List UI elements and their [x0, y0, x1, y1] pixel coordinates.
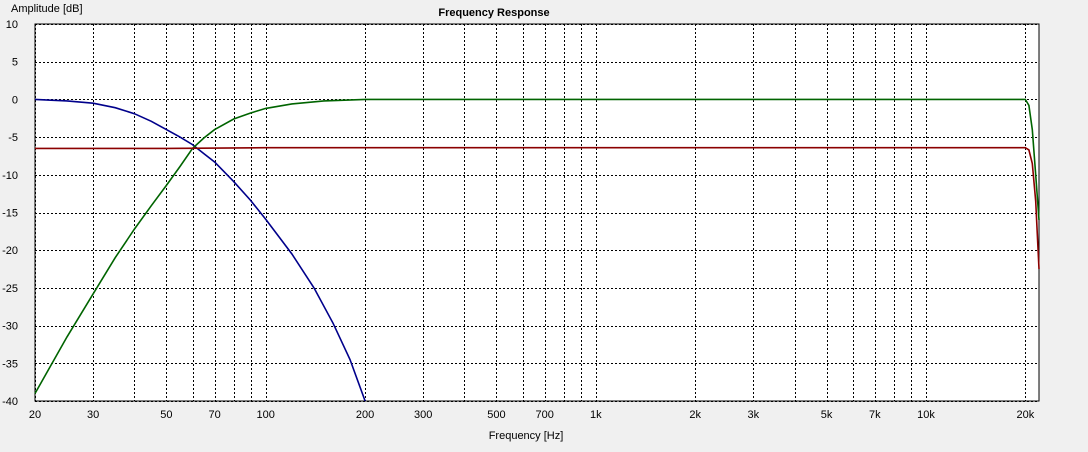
- x-tick-label: 2k: [689, 409, 701, 421]
- plot-area: [34, 23, 1040, 402]
- x-tick-label: 30: [87, 409, 99, 421]
- x-tick-label: 700: [536, 409, 554, 421]
- y-tick-label: -25: [2, 283, 18, 295]
- series-line-2: [34, 98, 1040, 394]
- y-tick-labels: 10 5 0 -5 -10 -15 -20 -25 -30 -35 -40: [2, 19, 18, 408]
- y-tick-label: -10: [2, 170, 18, 182]
- chart-title: Frequency Response: [438, 7, 549, 19]
- y-tick-label: 0: [12, 94, 18, 106]
- series-line-1: [34, 98, 366, 402]
- series-layer: [34, 98, 1040, 402]
- y-tick-label: 10: [6, 19, 18, 31]
- y-axis-label: Amplitude [dB]: [11, 3, 83, 15]
- x-tick-label: 10k: [917, 409, 935, 421]
- x-tick-label: 100: [257, 409, 275, 421]
- x-tick-label: 300: [414, 409, 432, 421]
- x-tick-label: 500: [487, 409, 505, 421]
- x-tick-label: 50: [160, 409, 172, 421]
- x-tick-label: 20: [29, 409, 41, 421]
- x-tick-labels: 20 30 50 70 100 200 300 500 700 1k 2k 3k 5k 7k 10k 20k: [29, 409, 1035, 421]
- x-tick-label: 1k: [590, 409, 602, 421]
- x-axis-label: Frequency [Hz]: [489, 430, 564, 442]
- x-tick-label: 70: [208, 409, 220, 421]
- y-tick-label: -15: [2, 208, 18, 220]
- y-tick-label: -30: [2, 321, 18, 333]
- x-tick-label: 3k: [748, 409, 760, 421]
- x-tick-label: 7k: [869, 409, 881, 421]
- y-tick-label: -35: [2, 358, 18, 370]
- x-tick-label: 5k: [821, 409, 833, 421]
- series-line-3: [35, 146, 1040, 270]
- y-tick-label: -40: [2, 396, 18, 408]
- y-tick-label: -20: [2, 245, 18, 257]
- x-tick-label: 200: [356, 409, 374, 421]
- x-tick-label: 20k: [1016, 409, 1034, 421]
- y-tick-label: 5: [12, 57, 18, 69]
- y-tick-label: -5: [8, 132, 18, 144]
